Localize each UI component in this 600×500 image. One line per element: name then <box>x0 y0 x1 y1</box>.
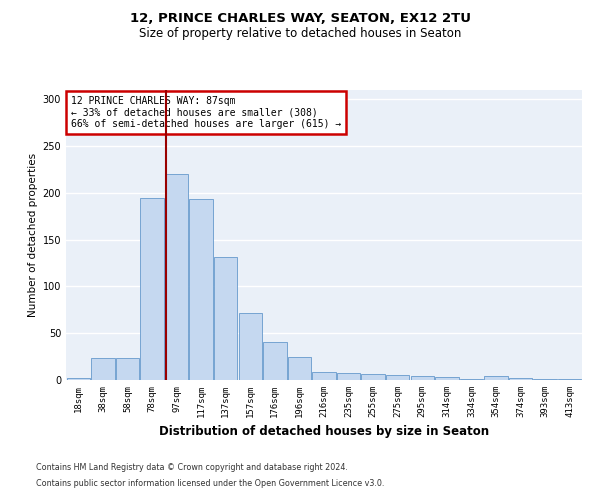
Bar <box>435 377 458 380</box>
Bar <box>239 312 262 380</box>
Bar <box>509 378 532 380</box>
Bar <box>410 376 434 380</box>
Bar <box>460 379 483 380</box>
Bar <box>337 372 360 380</box>
Text: Contains public sector information licensed under the Open Government Licence v3: Contains public sector information licen… <box>36 478 385 488</box>
Bar <box>288 356 311 380</box>
Text: 12, PRINCE CHARLES WAY, SEATON, EX12 2TU: 12, PRINCE CHARLES WAY, SEATON, EX12 2TU <box>130 12 470 26</box>
Y-axis label: Number of detached properties: Number of detached properties <box>28 153 38 317</box>
Bar <box>533 379 557 380</box>
Bar <box>484 376 508 380</box>
X-axis label: Distribution of detached houses by size in Seaton: Distribution of detached houses by size … <box>159 426 489 438</box>
Text: 12 PRINCE CHARLES WAY: 87sqm
← 33% of detached houses are smaller (308)
66% of s: 12 PRINCE CHARLES WAY: 87sqm ← 33% of de… <box>71 96 341 129</box>
Text: Contains HM Land Registry data © Crown copyright and database right 2024.: Contains HM Land Registry data © Crown c… <box>36 464 348 472</box>
Bar <box>67 378 90 380</box>
Bar <box>263 342 287 380</box>
Bar <box>91 358 115 380</box>
Bar <box>214 258 238 380</box>
Bar <box>190 200 213 380</box>
Bar <box>165 174 188 380</box>
Bar <box>558 379 581 380</box>
Bar <box>313 372 335 380</box>
Bar <box>361 374 385 380</box>
Bar <box>386 376 409 380</box>
Bar <box>116 358 139 380</box>
Text: Size of property relative to detached houses in Seaton: Size of property relative to detached ho… <box>139 28 461 40</box>
Bar <box>140 198 164 380</box>
